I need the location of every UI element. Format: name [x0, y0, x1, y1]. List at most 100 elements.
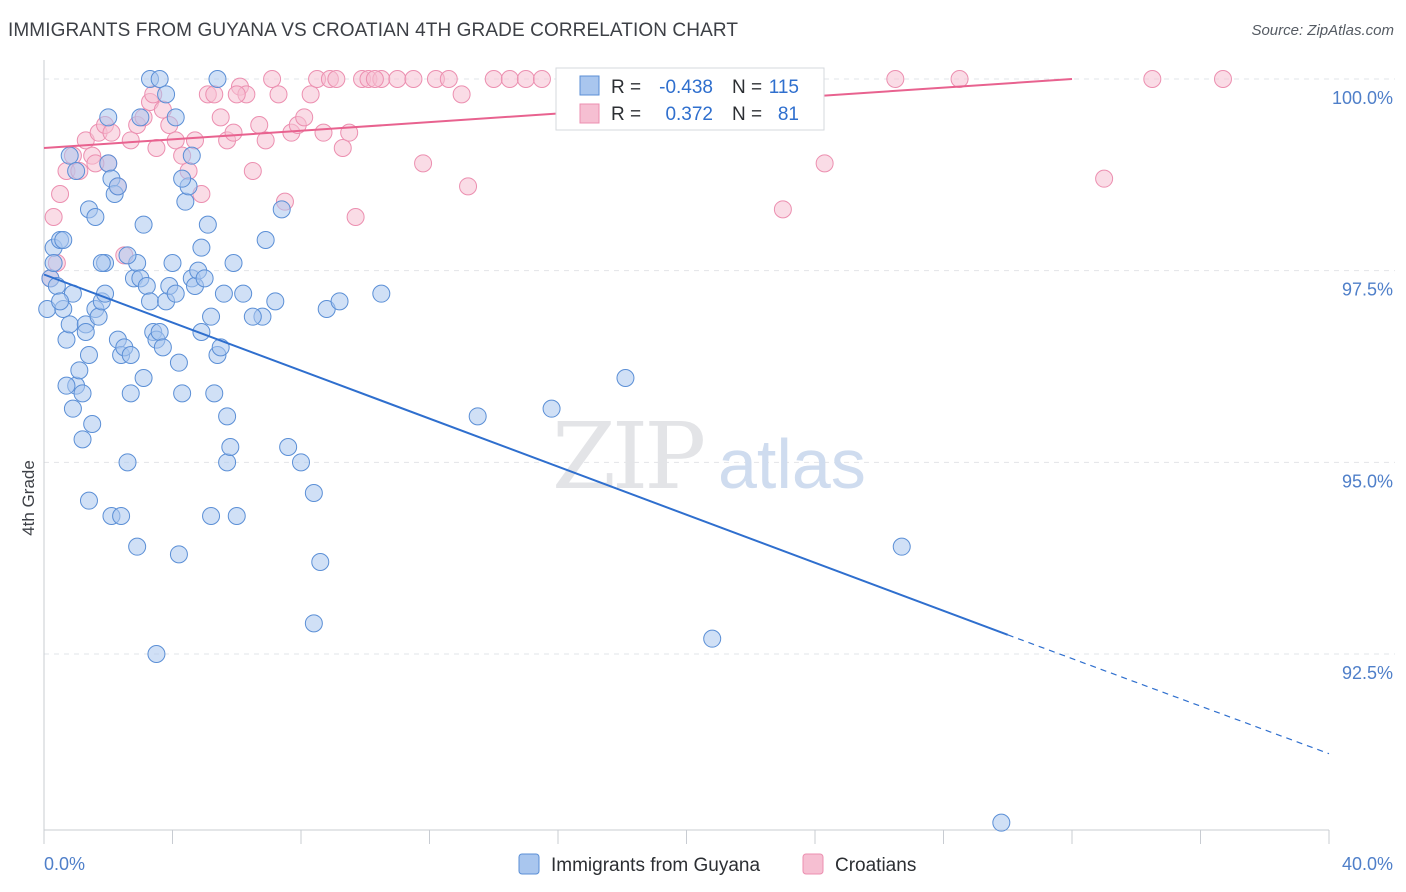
croatians-point [185, 131, 204, 150]
guyana-point [67, 162, 86, 180]
croatians-point [1213, 70, 1232, 88]
croatians-point [886, 70, 905, 88]
guyana-point [70, 361, 89, 380]
guyana-point [266, 292, 285, 311]
guyana-point [234, 284, 253, 303]
guyana-point [118, 453, 137, 472]
guyana-point [60, 146, 79, 165]
legend-r-value-2: 0.372 [665, 104, 713, 125]
chart-title: IMMIGRANTS FROM GUYANA VS CROATIAN 4TH G… [8, 20, 739, 41]
croatians-point [121, 131, 140, 150]
legend-swatch-blue [579, 75, 600, 96]
legend-n-value-1: 115 [769, 77, 799, 98]
guyana-point [304, 484, 323, 502]
guyana-point [214, 284, 233, 303]
croatians-point [102, 123, 121, 142]
guyana-point [141, 292, 160, 311]
guyana-point [221, 438, 240, 456]
source-label: Source: ZipAtlas.com [1251, 22, 1394, 39]
guyana-point [256, 231, 275, 249]
guyana-point [468, 407, 487, 426]
croatians-point [459, 177, 478, 196]
croatians-point [301, 85, 320, 104]
guyana-point [134, 215, 153, 234]
guyana-point [51, 292, 70, 311]
guyana-point [54, 231, 73, 249]
croatians-point [388, 70, 407, 88]
guyana-point [205, 384, 224, 403]
croatians-point [439, 70, 458, 88]
guyana-point [703, 629, 722, 648]
series-legend: Immigrants from Guyana Croatians [518, 853, 916, 876]
guyana-point [163, 254, 182, 272]
guyana-point [89, 307, 108, 326]
croatians-point [516, 70, 535, 88]
guyana-point [92, 254, 111, 272]
croatians-point [243, 162, 262, 180]
guyana-point [192, 238, 211, 257]
guyana-point [60, 315, 79, 334]
guyana-point [176, 192, 195, 211]
croatians-point [773, 200, 792, 219]
data-points [38, 70, 1232, 832]
legend-item-croatians-swatch [802, 853, 824, 875]
x-tick-label: 0.0% [44, 854, 85, 874]
guyana-point [292, 453, 310, 472]
guyana-point [169, 545, 188, 564]
axes: 0.0% 40.0% [43, 60, 1393, 874]
guyana-point [330, 292, 349, 311]
guyana-point [202, 307, 221, 326]
croatians-point [314, 123, 333, 142]
guyana-point [202, 507, 221, 525]
legend-r-label-1: R = [611, 77, 641, 98]
legend-r-label-2: R = [611, 104, 641, 125]
guyana-point [198, 215, 217, 234]
guyana-point [542, 399, 561, 418]
y-tick-label: 100.0% [1332, 88, 1393, 108]
guyana-point [147, 645, 166, 663]
croatians-point [1143, 70, 1162, 88]
guyana-point [121, 384, 140, 403]
guyana-point [150, 323, 169, 341]
croatians-point [815, 154, 834, 173]
guyana-point [218, 407, 237, 426]
guyana-point [134, 369, 153, 387]
guyana-point [169, 353, 188, 372]
legend-swatch-pink [579, 103, 600, 124]
y-tick-label: 97.5% [1342, 280, 1393, 300]
guyana-point [166, 284, 185, 303]
guyana-point [218, 453, 237, 472]
watermark: ZIP atlas [552, 403, 866, 510]
croatians-point [147, 139, 166, 157]
guyana-point [44, 254, 63, 272]
watermark-atlas: atlas [718, 425, 866, 503]
guyana-point [57, 330, 76, 349]
guyana-point [173, 169, 192, 188]
legend-r-value-1: -0.438 [659, 77, 713, 98]
gridlines: 100.0% 97.5% 95.0% 92.5% [44, 78, 1395, 683]
guyana-point [63, 399, 82, 418]
guyana-point [83, 415, 102, 433]
y-tick-label: 95.0% [1342, 471, 1393, 491]
guyana-point [279, 438, 298, 456]
guyana-point [173, 384, 192, 403]
croatians-point [333, 139, 352, 157]
guyana-point [304, 614, 323, 633]
guyana-point [131, 108, 150, 127]
guyana-point [79, 491, 98, 510]
guyana-point [118, 246, 137, 265]
croatians-point [1095, 169, 1114, 188]
guyana-point [73, 384, 92, 403]
guyana-point [79, 346, 98, 364]
croatians-point [532, 70, 551, 88]
guyana-point [182, 146, 201, 165]
guyana-trend-line [43, 273, 1009, 636]
guyana-point [99, 154, 118, 173]
guyana-point [272, 200, 291, 219]
guyana-point [128, 537, 147, 556]
guyana-point [992, 813, 1011, 832]
croatians-point [452, 85, 471, 104]
legend-n-label-1: N = [732, 77, 762, 98]
guyana-point [57, 376, 76, 395]
